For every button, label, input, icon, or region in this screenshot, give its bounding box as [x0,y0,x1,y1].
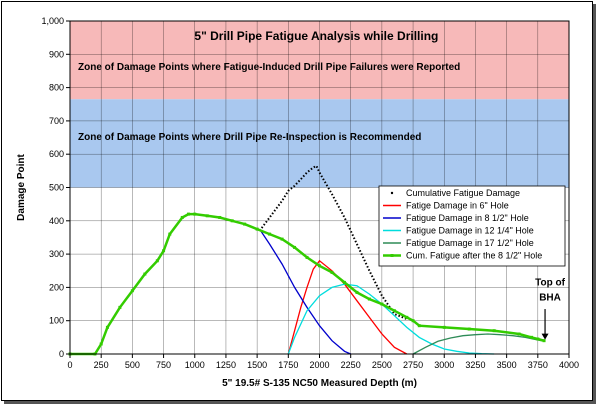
x-tick-label: 3250 [465,360,485,370]
y-tick-label: 1,000 [41,16,64,26]
x-tick-label: 2750 [403,360,423,370]
series-marker [467,327,471,331]
series-marker [99,342,103,346]
chart-frame: Zone of Damage Points where Fatigue-Indu… [1,1,593,401]
series-marker [542,339,546,343]
series-marker [411,319,415,323]
x-tick-label: 500 [125,360,140,370]
x-tick-label: 750 [156,360,171,370]
y-tick-label: 500 [49,183,64,193]
legend-label-1: Cumulative Fatigue Damage [406,188,520,198]
series-marker [243,222,247,226]
bha-annotation: Top of BHA [535,278,566,340]
zone-reinspection-label: Zone of Damage Points where Drill Pipe R… [78,132,421,143]
y-axis-label: Damage Point [16,153,27,220]
series-marker [536,337,540,341]
x-tick-label: 1750 [278,360,298,370]
y-tick-label: 100 [49,316,64,326]
series-marker [180,215,184,219]
x-tick-label: 0 [67,360,72,370]
series-line-4 [287,283,495,355]
series-marker [168,232,172,236]
series-marker [442,325,446,329]
y-tick-label: 700 [49,116,64,126]
y-tick-label: 800 [49,83,64,93]
series-marker [492,329,496,333]
x-tick-label: 2000 [309,360,329,370]
y-tick-label: 600 [49,149,64,159]
y-tick-label: 400 [49,216,64,226]
annotation-line1: Top of [535,278,565,289]
series-marker [392,309,396,313]
y-tick-label: 900 [49,49,64,59]
zone-failure-label: Zone of Damage Points where Fatigue-Indu… [78,62,460,73]
series-marker [280,237,284,241]
x-tick-label: 2500 [372,360,392,370]
chart-svg: Zone of Damage Points where Fatigue-Indu… [16,16,579,389]
series-marker [105,325,109,329]
series-marker [517,332,521,336]
series-marker [130,289,134,293]
series-marker [342,280,346,284]
series-line-1 [258,164,408,320]
x-tick-label: 2250 [341,360,361,370]
legend-label-5: Fatigue Damage in 17 1/2" Hole [406,238,534,248]
series-marker [367,297,371,301]
series-marker [355,290,359,294]
chart-title: 5" Drill Pipe Fatigue Analysis while Dri… [194,29,438,43]
series-marker [155,259,159,263]
series-marker [118,305,122,309]
series-marker [230,219,234,223]
series-marker [330,270,334,274]
series-marker [143,272,147,276]
series-marker [293,245,297,249]
x-tick-label: 250 [94,360,109,370]
series-marker [268,232,272,236]
legend-label-4: Fatigue Damage in 12 1/4" Hole [406,226,534,236]
series-layer [68,164,546,356]
legend-swatch-1 [390,191,394,195]
series-marker [218,215,222,219]
annotation-arrowhead [541,333,549,340]
x-tick-label: 1000 [185,360,205,370]
series-marker [305,255,309,259]
legend-label-6: Cum. Fatigue after the 8 1/2" Hole [406,251,542,261]
x-tick-label: 1500 [247,360,267,370]
series-line-3 [259,228,351,355]
y-tick-label: 200 [49,282,64,292]
series-marker [318,264,321,268]
legend: Cumulative Fatigue Damage Fatige Damage i… [378,185,566,267]
y-tick-label: 0 [59,349,64,359]
x-axis-label: 5" 19.5# S-135 NC50 Measured Depth (m) [222,378,417,389]
annotation-line2: BHA [539,293,561,304]
series-marker [205,214,209,218]
series-marker [187,212,191,216]
legend-label-2: Fatige Damage in 6" Hole [406,201,509,211]
axes-layer: 0 250 500 750 1000 1250 1500 1750 2000 2250 2500 27… [41,16,579,370]
series-line-2 [287,259,408,355]
legend-marker [390,254,394,257]
legend-label-3: Fatigue Damage in 8 1/2" Hole [406,213,529,223]
x-tick-label: 3500 [497,360,517,370]
x-tick-label: 3000 [434,360,454,370]
series-marker [417,324,421,328]
y-tick-label: 300 [49,249,64,259]
series-marker [380,302,384,306]
legend-box [378,185,566,267]
series-line-5 [412,333,545,355]
series-marker [162,249,166,253]
x-tick-label: 4000 [559,360,579,370]
series-marker [193,212,197,216]
x-tick-label: 3750 [528,360,548,370]
series-marker [255,227,259,231]
series-marker [405,315,409,319]
series-marker [530,335,534,339]
x-tick-label: 1250 [216,360,236,370]
